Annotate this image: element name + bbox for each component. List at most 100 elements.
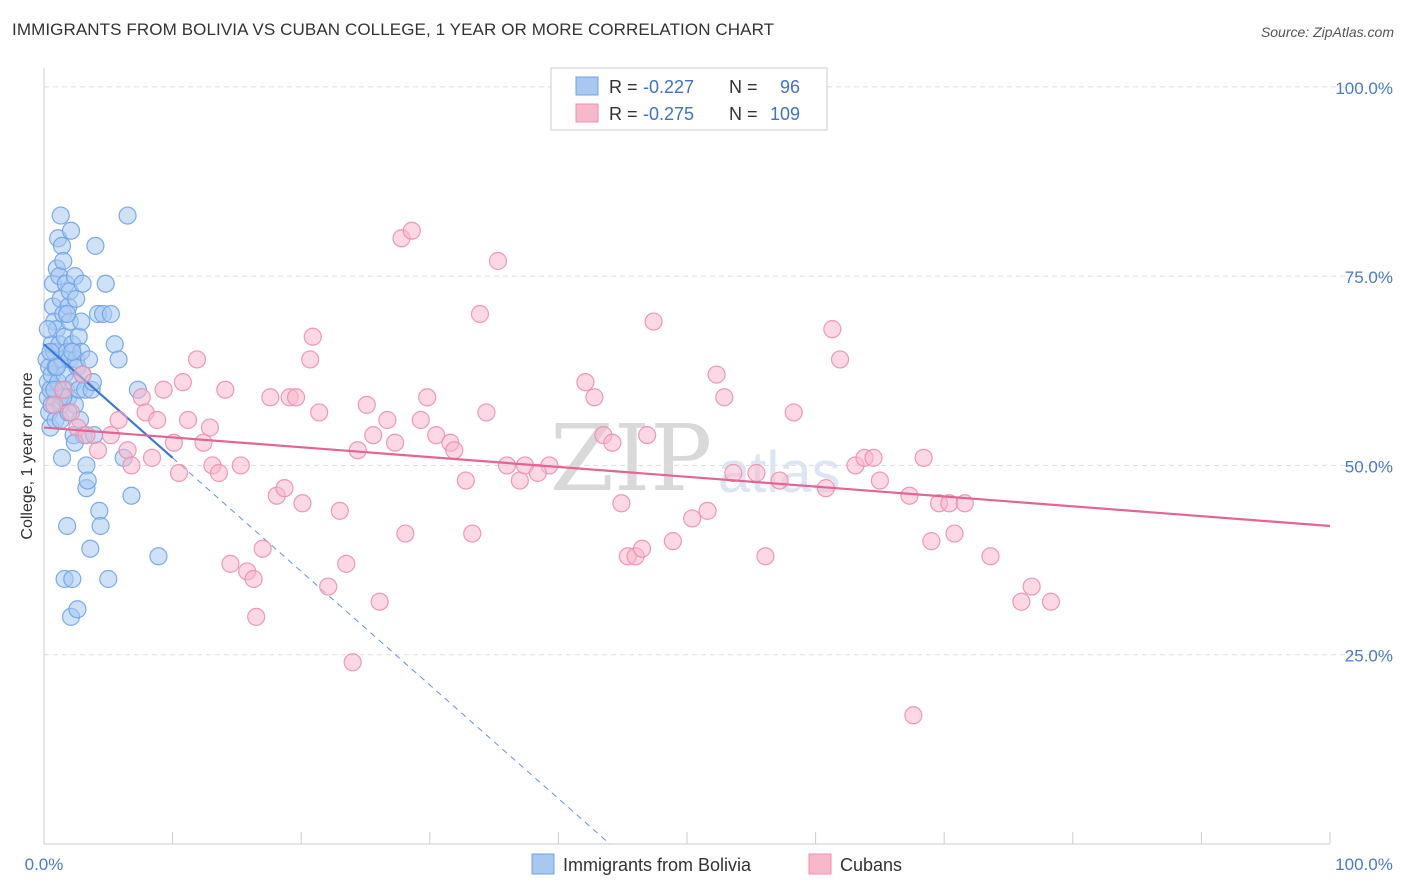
y-axis-title: College, 1 year or more [19, 372, 36, 539]
point-1-4 [73, 365, 92, 384]
point-1-31 [253, 539, 272, 558]
point-1-7 [101, 426, 120, 445]
point-1-69 [585, 388, 604, 407]
point-1-9 [118, 441, 137, 460]
point-1-81 [707, 365, 726, 384]
series-1 [43, 221, 1331, 725]
point-1-97 [914, 448, 933, 467]
legend-r-label-bolivia: R = [609, 77, 638, 97]
trend-extension-0 [172, 457, 611, 845]
point-1-2 [61, 403, 81, 422]
point-0-40 [61, 221, 81, 240]
chart-title: IMMIGRANTS FROM BOLIVIA VS CUBAN COLLEGE… [12, 20, 775, 39]
point-1-105 [1041, 592, 1061, 611]
point-1-1 [54, 380, 73, 399]
legend-n-label-cubans: N = [729, 104, 758, 124]
point-1-89 [823, 320, 842, 339]
point-1-27 [231, 456, 250, 475]
point-0-69 [90, 501, 109, 520]
stats-legend: R = -0.227 N = 96 R = -0.275 N = 109 [550, 67, 828, 131]
point-1-32 [261, 388, 280, 407]
point-1-46 [357, 395, 376, 414]
point-1-62 [477, 403, 496, 422]
point-0-52 [69, 327, 88, 346]
legend-swatch-bolivia [575, 76, 599, 96]
point-1-8 [109, 410, 128, 430]
point-0-73 [99, 569, 118, 589]
point-1-72 [612, 494, 631, 513]
bottom-legend-label-bolivia: Immigrants from Bolivia [563, 855, 752, 875]
point-1-71 [603, 433, 622, 452]
point-0-43 [63, 569, 82, 589]
point-1-6 [88, 441, 108, 460]
point-1-17 [169, 463, 189, 483]
point-1-85 [756, 547, 775, 566]
x-ticks [43, 832, 1331, 844]
point-0-50 [68, 600, 87, 619]
point-1-42 [330, 501, 349, 520]
point-0-78 [118, 206, 137, 225]
point-0-89 [58, 304, 77, 324]
point-1-43 [337, 554, 356, 573]
point-1-10 [122, 456, 141, 475]
point-0-79 [122, 486, 141, 505]
point-0-75 [105, 335, 124, 354]
point-1-11 [132, 388, 151, 407]
trend-line-1 [43, 426, 1331, 528]
point-1-30 [247, 607, 266, 626]
point-0-20 [51, 206, 70, 225]
point-1-50 [385, 433, 405, 452]
point-1-101 [945, 524, 964, 543]
point-1-75 [632, 539, 652, 558]
point-1-49 [378, 410, 397, 430]
point-1-37 [293, 494, 312, 513]
bottom-legend-label-cubans: Cubans [840, 855, 902, 875]
point-1-55 [418, 388, 437, 407]
legend-swatch-cubans [575, 103, 599, 123]
point-1-61 [470, 304, 490, 324]
point-0-60 [77, 456, 96, 475]
point-1-82 [715, 388, 734, 407]
point-0-86 [47, 357, 66, 377]
watermark-zip: ZIP [550, 405, 712, 512]
point-1-52 [396, 524, 415, 543]
point-0-34 [58, 516, 77, 536]
point-1-68 [576, 373, 595, 392]
point-1-93 [864, 448, 883, 467]
point-0-62 [78, 471, 97, 490]
point-0-81 [149, 547, 168, 566]
point-1-83 [724, 463, 743, 483]
point-0-85 [72, 312, 91, 331]
point-1-96 [904, 706, 923, 725]
legend-r-label-cubans: R = [609, 104, 638, 124]
point-0-25 [52, 448, 72, 467]
series-layer [37, 206, 1331, 845]
point-1-29 [244, 569, 263, 589]
y-tick-label-25: 25.0% [1345, 647, 1393, 666]
point-1-18 [173, 373, 192, 392]
point-1-34 [275, 479, 294, 498]
point-0-63 [79, 350, 99, 369]
point-1-79 [683, 509, 702, 528]
point-0-74 [101, 304, 120, 324]
point-1-103 [1012, 592, 1031, 611]
point-1-39 [303, 327, 322, 346]
point-1-86 [770, 471, 789, 490]
point-1-87 [784, 403, 803, 422]
point-1-64 [497, 456, 517, 475]
point-1-56 [427, 426, 446, 445]
legend-r-value-cubans: -0.275 [643, 104, 694, 124]
point-1-40 [310, 403, 329, 422]
point-0-72 [96, 274, 115, 293]
point-1-76 [638, 426, 657, 445]
point-1-106 [528, 463, 547, 483]
series-0 [37, 206, 611, 845]
point-0-76 [109, 350, 128, 369]
point-0-82 [38, 320, 57, 339]
point-1-21 [194, 433, 213, 452]
y-tick-label-100: 100.0% [1335, 79, 1393, 98]
bottom-legend-swatch-bolivia [531, 853, 555, 875]
point-1-0 [45, 395, 64, 414]
point-1-36 [286, 388, 306, 407]
